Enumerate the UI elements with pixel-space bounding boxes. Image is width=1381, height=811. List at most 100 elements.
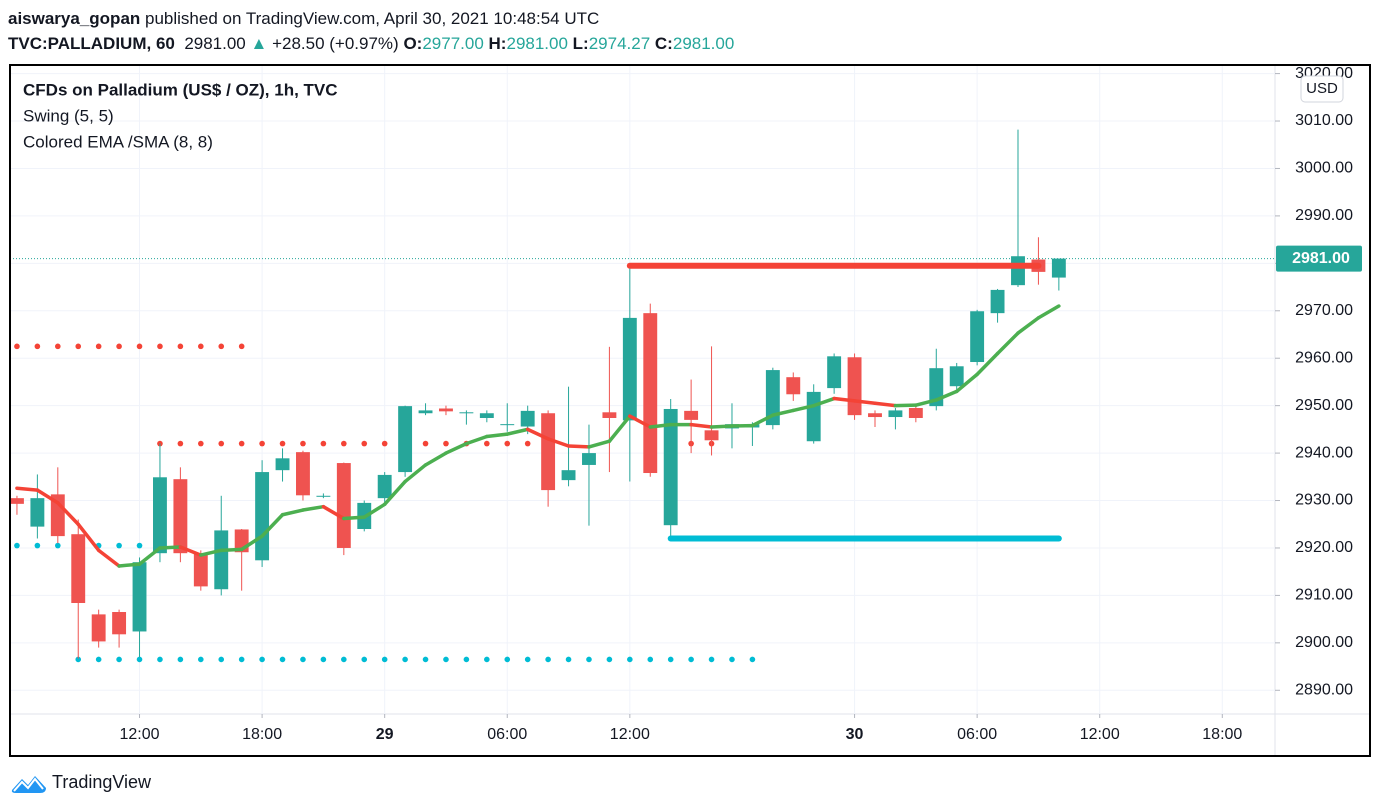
indicator-label: Colored EMA /SMA (8, 8) <box>23 132 213 151</box>
swing-dot <box>14 343 20 350</box>
ema-segment <box>178 545 203 557</box>
swing-dot <box>688 656 694 663</box>
swing-dot <box>545 656 551 663</box>
swing-dot <box>55 343 61 350</box>
candle-body <box>214 530 229 590</box>
ema-segment <box>260 513 285 538</box>
swing-dot <box>300 440 306 447</box>
swing-dot <box>647 656 654 663</box>
y-tick-label: 2920.00 <box>1295 539 1353 556</box>
currency-badge[interactable] <box>1300 75 1344 103</box>
ema-segment <box>607 414 632 443</box>
ema-segment <box>342 515 366 521</box>
swing-dot <box>443 440 449 447</box>
ema-segment <box>954 372 979 394</box>
y-tick-label: 3000.00 <box>1295 160 1353 177</box>
swing-dot <box>463 656 470 663</box>
l-label: L: <box>572 34 589 53</box>
swing-dot <box>565 656 572 663</box>
x-tick-label: 12:00 <box>120 726 160 743</box>
x-tick-label: 06:00 <box>957 726 997 743</box>
last-price-box <box>1276 245 1362 272</box>
candle-body <box>582 453 596 465</box>
candle-body <box>418 410 433 414</box>
candle-body <box>908 408 923 418</box>
candle-body <box>398 406 413 473</box>
swing-dot <box>218 440 225 447</box>
swing-dot <box>218 343 225 350</box>
ema-segment <box>832 396 857 403</box>
candle-body <box>275 458 290 471</box>
ema-segment <box>587 439 612 449</box>
y-tick-label: 2940.00 <box>1295 444 1353 461</box>
swing-dot <box>157 656 163 663</box>
footer: TradingView <box>10 770 151 794</box>
ema-segment <box>485 432 510 439</box>
y-tick-label: 2900.00 <box>1295 634 1353 651</box>
swing-dot <box>75 343 82 350</box>
candle-body <box>296 452 310 496</box>
chart-frame <box>9 64 1371 757</box>
ema-segment <box>15 486 40 492</box>
swing-dot <box>708 656 715 663</box>
arrow: ▲ <box>250 34 268 53</box>
ema-segment <box>566 444 591 449</box>
candle-body <box>377 474 392 499</box>
ema-segment <box>382 479 407 507</box>
swing-dot <box>116 656 122 663</box>
ema-segment <box>750 413 775 428</box>
swing-dot <box>341 656 347 663</box>
candle-body <box>479 413 494 418</box>
change: +28.50 (+0.97%) <box>272 34 399 53</box>
swing-dot <box>341 440 347 447</box>
swing-dot <box>238 343 245 350</box>
o-label: O: <box>403 34 423 53</box>
x-tick-label: 12:00 <box>1080 726 1120 743</box>
swing-dot <box>381 656 388 663</box>
candle-body <box>786 377 801 395</box>
swing-dot <box>34 343 41 350</box>
ema-segment <box>301 504 326 512</box>
y-tick-label: 2950.00 <box>1295 397 1353 414</box>
candle-body <box>173 479 188 554</box>
ema-segment <box>423 451 448 467</box>
ema-segment <box>1016 316 1041 335</box>
swing-dot <box>443 656 449 663</box>
swing-dot <box>667 656 674 663</box>
swing-dot <box>361 440 368 447</box>
candle-body <box>949 366 964 387</box>
candle-body <box>888 410 903 418</box>
candle-body <box>990 289 1005 314</box>
swing-dot <box>606 656 613 663</box>
swing-dot <box>95 656 102 663</box>
ema-segment <box>771 408 796 417</box>
ema-segment <box>35 488 60 505</box>
swing-dot <box>300 656 306 663</box>
ema-segment <box>791 403 816 413</box>
ema-segment <box>117 562 142 568</box>
swing-dot <box>198 440 204 447</box>
swing-dot <box>320 656 327 663</box>
ema-segment <box>96 548 121 568</box>
swing-dot <box>136 542 143 549</box>
y-tick-label: 2890.00 <box>1295 681 1353 698</box>
swing-dot <box>34 542 41 549</box>
candle-body <box>459 412 474 414</box>
swing-dot <box>95 343 102 350</box>
swing-dot <box>484 656 490 663</box>
candle-body <box>153 477 167 554</box>
x-tick-label: 12:00 <box>610 726 650 743</box>
ema-segment <box>628 414 653 429</box>
candle-body <box>316 495 331 497</box>
candle-body <box>622 317 637 421</box>
indicator-label: Swing (5, 5) <box>23 106 114 125</box>
x-tick-label: 30 <box>846 726 864 743</box>
x-tick-label: 18:00 <box>1202 726 1242 743</box>
candle-body <box>847 357 862 416</box>
swing-dot <box>157 343 163 350</box>
candle-body <box>91 614 106 642</box>
ema-segment <box>546 437 571 448</box>
candle-body <box>439 408 453 412</box>
y-tick-label: 3010.00 <box>1295 112 1353 129</box>
